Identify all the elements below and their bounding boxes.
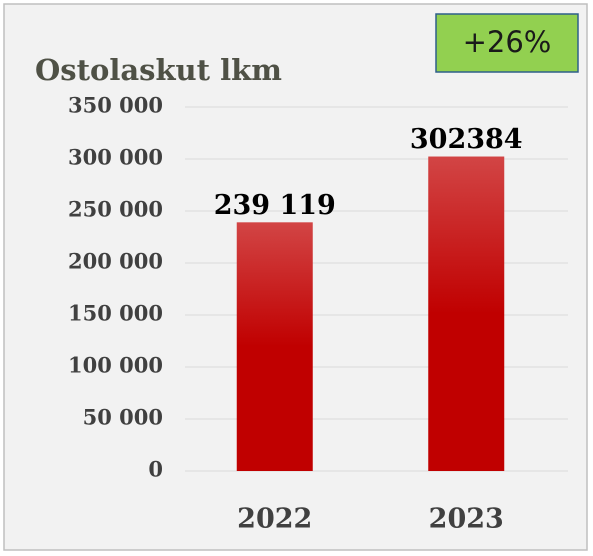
data-label: 302384 — [410, 124, 523, 155]
annotation: +26% — [463, 25, 552, 59]
annotation-box — [435, 13, 579, 73]
y-tick-label: 350 000 — [68, 93, 163, 118]
x-tick-label: 2023 — [429, 504, 504, 535]
bar — [428, 156, 505, 472]
y-tick-label: 0 — [148, 457, 163, 482]
x-tick-label: 2022 — [237, 504, 312, 535]
y-tick-label: 50 000 — [83, 405, 163, 430]
y-tick-label: 150 000 — [68, 301, 163, 326]
y-tick-label: 200 000 — [68, 249, 163, 274]
bar — [236, 222, 313, 471]
y-tick-label: 100 000 — [68, 353, 163, 378]
y-tick-label: 300 000 — [68, 145, 163, 170]
y-tick-label: 250 000 — [68, 197, 163, 222]
data-label: 239 119 — [214, 190, 336, 221]
chart-title: Ostolaskut lkm — [35, 53, 282, 87]
